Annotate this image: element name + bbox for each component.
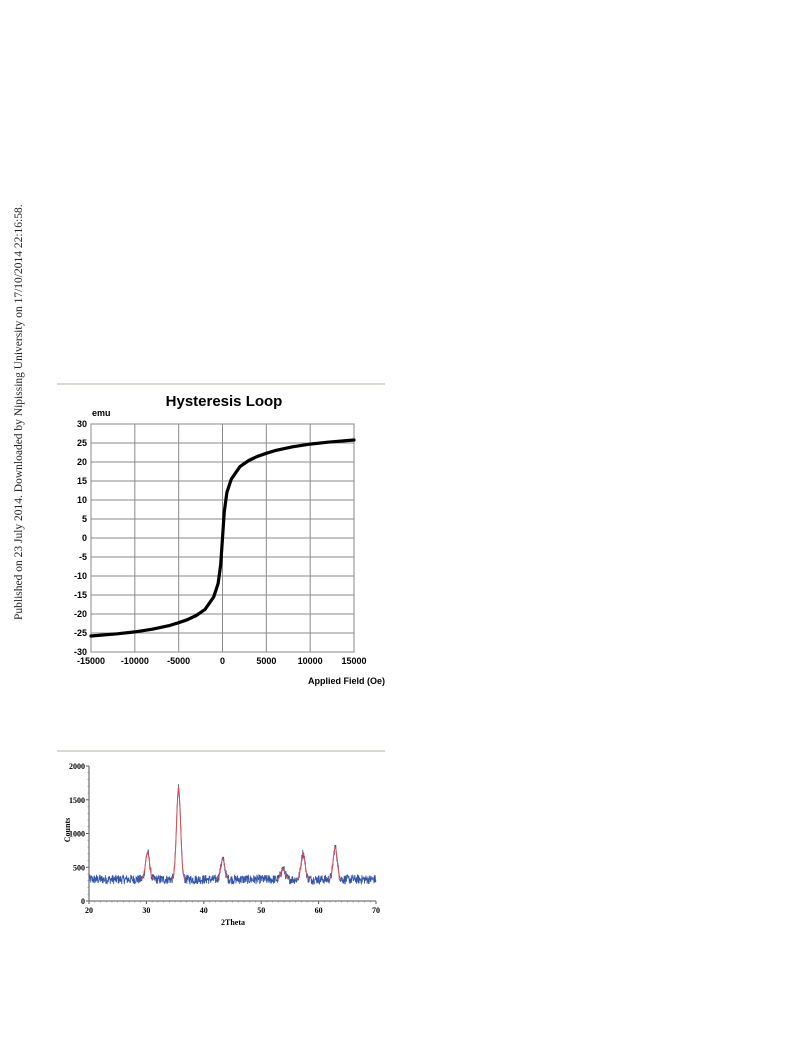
hysteresis-xtick-label: 0 xyxy=(220,656,225,666)
hysteresis-xtick-label: -5000 xyxy=(167,656,190,666)
xrd-ytick-label: 2000 xyxy=(69,762,85,771)
hysteresis-ytick-label: 0 xyxy=(82,533,87,543)
xrd-xtick-label: 30 xyxy=(142,906,150,915)
xrd-ytick-label: 1000 xyxy=(69,830,85,839)
xrd-peak-fit xyxy=(276,868,290,880)
hysteresis-ytick-label: -10 xyxy=(74,571,87,581)
hysteresis-ytick-label: 30 xyxy=(77,419,87,429)
xrd-peak-fit xyxy=(296,852,311,880)
hysteresis-ytick-label: -5 xyxy=(79,552,87,562)
hysteresis-xlabel: Applied Field (Oe) xyxy=(308,676,385,686)
hysteresis-xtick-label: -15000 xyxy=(77,656,105,666)
hysteresis-ylabel: emu xyxy=(92,408,111,418)
hysteresis-ytick-label: 20 xyxy=(77,457,87,467)
hysteresis-xtick-label: -10000 xyxy=(121,656,149,666)
hysteresis-ytick-label: 10 xyxy=(77,495,87,505)
xrd-ytick-label: 1500 xyxy=(69,796,85,805)
xrd-peak-fit xyxy=(171,785,186,880)
hysteresis-xtick-label: 5000 xyxy=(256,656,276,666)
xrd-peak-fit xyxy=(215,858,230,880)
xrd-xtick-label: 40 xyxy=(200,906,208,915)
xrd-xtick-label: 50 xyxy=(257,906,265,915)
xrd-xlabel: 2Theta xyxy=(221,918,245,927)
xrd-xtick-label: 70 xyxy=(372,906,380,915)
hysteresis-ytick-label: -20 xyxy=(74,609,87,619)
hysteresis-title: Hysteresis Loop xyxy=(166,393,283,410)
hysteresis-ytick-label: 25 xyxy=(77,438,87,448)
xrd-peak-fit xyxy=(140,851,155,880)
xrd-peak-fit xyxy=(328,846,343,880)
xrd-pattern-line xyxy=(88,784,377,886)
hysteresis-ytick-label: 5 xyxy=(82,514,87,524)
xrd-xtick-label: 20 xyxy=(85,906,93,915)
hysteresis-ytick-label: -25 xyxy=(74,628,87,638)
hysteresis-ytick-label: -30 xyxy=(74,647,87,657)
xrd-ytick-label: 0 xyxy=(81,897,85,906)
figure-divider-top xyxy=(57,383,385,385)
hysteresis-xtick-label: 15000 xyxy=(341,656,366,666)
hysteresis-curve xyxy=(89,438,356,638)
hysteresis-ytick-label: 15 xyxy=(77,476,87,486)
hysteresis-ytick-label: -15 xyxy=(74,590,87,600)
xrd-ylabel: Counts xyxy=(63,818,72,842)
figure-divider-bottom xyxy=(57,750,385,752)
xrd-ytick-label: 500 xyxy=(73,863,85,872)
xrd-xtick-label: 60 xyxy=(315,906,323,915)
hysteresis-xtick-label: 10000 xyxy=(298,656,323,666)
